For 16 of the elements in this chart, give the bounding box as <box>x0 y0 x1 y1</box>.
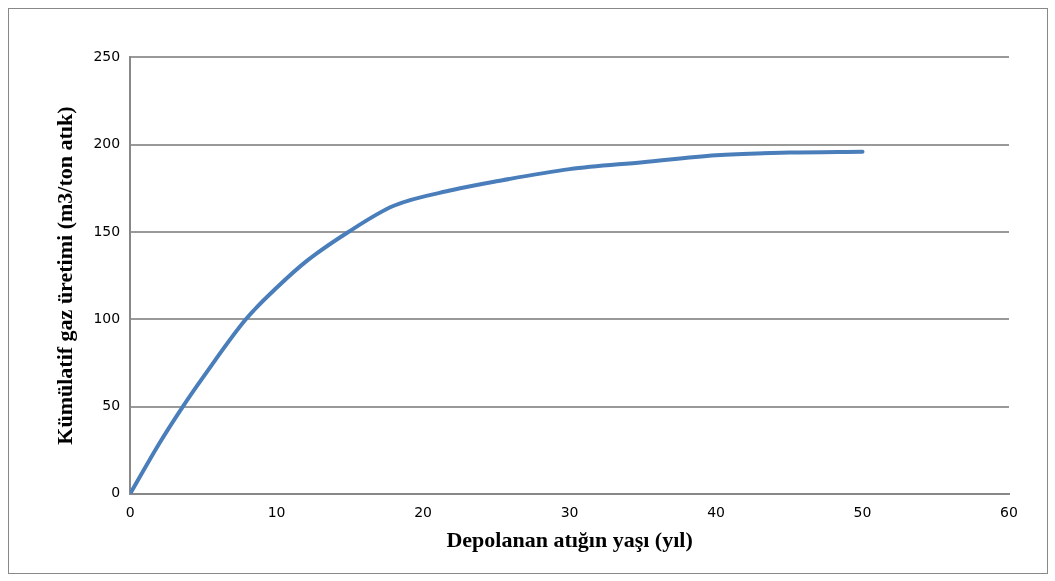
x-tick-label: 10 <box>267 503 286 520</box>
y-tick-label: 250 <box>93 48 121 65</box>
y-tick-label: 0 <box>111 484 121 501</box>
y-tick-label: 50 <box>102 397 121 414</box>
x-tick-label: 20 <box>414 503 432 520</box>
line-series <box>130 149 865 494</box>
x-tick-label: 0 <box>125 503 135 520</box>
x-axis-title: Depolanan atığın yaşı (yıl) <box>446 527 693 553</box>
x-tick-label: 50 <box>853 503 872 520</box>
y-tick-label: 150 <box>93 222 121 239</box>
x-tick-label: 40 <box>707 503 725 520</box>
y-tick-label: 200 <box>93 135 121 152</box>
x-tick-label: 60 <box>1000 503 1018 520</box>
x-tick-label: 30 <box>560 503 579 520</box>
y-axis-title: Kümülatif gaz üretimi (m3/ton atık) <box>51 106 77 445</box>
y-tick-label: 100 <box>93 309 121 326</box>
